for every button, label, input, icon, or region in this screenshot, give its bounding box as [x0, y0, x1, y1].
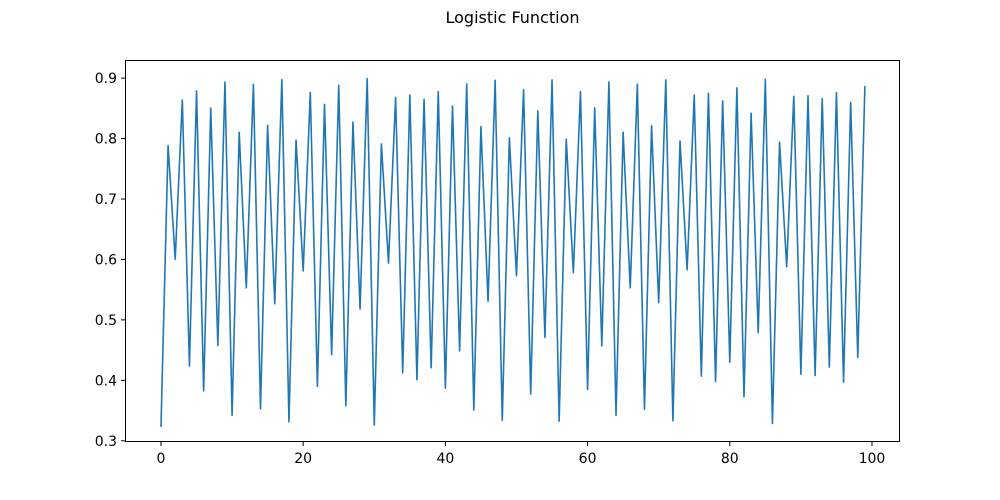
x-tick-label: 80 [721, 451, 739, 467]
y-axis-tick-labels: 0.3 0.4 0.5 0.6 0.7 0.8 0.9 [95, 71, 117, 450]
x-axis-tick-labels: 0 20 40 60 80 100 [157, 451, 886, 467]
y-axis-ticks [121, 77, 125, 442]
x-tick-label: 60 [579, 451, 597, 467]
y-tick-label: 0.5 [95, 313, 117, 329]
y-tick-label: 0.4 [95, 373, 117, 389]
x-axis-ticks [160, 442, 873, 446]
x-tick-label: 0 [157, 451, 166, 467]
y-tick-label: 0.9 [95, 71, 117, 87]
x-tick-label: 40 [436, 451, 454, 467]
x-tick-label: 100 [859, 451, 886, 467]
axes-frame [125, 60, 900, 442]
chart-title: Logistic Function [445, 8, 580, 27]
logistic-series-line [160, 77, 866, 428]
x-tick-label: 20 [294, 451, 312, 467]
y-tick-label: 0.8 [95, 132, 117, 148]
y-tick-label: 0.7 [95, 192, 117, 208]
y-tick-label: 0.6 [95, 252, 117, 268]
y-tick-label: 0.3 [95, 434, 117, 450]
